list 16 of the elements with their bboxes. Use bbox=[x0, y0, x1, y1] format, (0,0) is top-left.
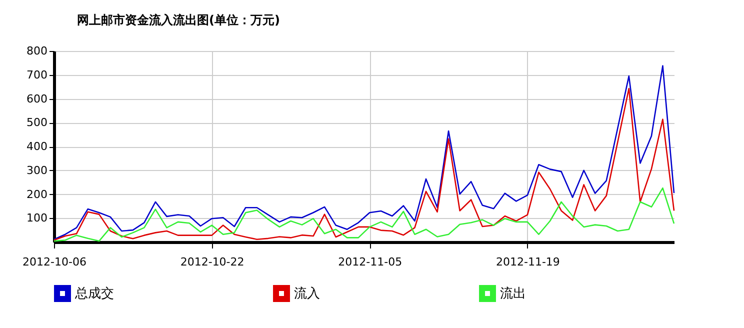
y-tick-label: 800 bbox=[26, 44, 48, 58]
legend-label: 流出 bbox=[500, 286, 526, 302]
x-tick-label: 2012-11-19 bbox=[496, 256, 560, 268]
y-tick-label: 200 bbox=[26, 188, 48, 201]
y-tick-label: 400 bbox=[26, 140, 48, 153]
y-tick-label: 600 bbox=[26, 92, 48, 106]
y-tick-label: 100 bbox=[26, 212, 48, 225]
chart-title: 网上邮市资金流入流出图(单位：万元) bbox=[77, 13, 280, 27]
x-tick-label: 2012-10-06 bbox=[22, 256, 86, 268]
y-tick-label: 700 bbox=[26, 68, 48, 82]
y-tick-label: 300 bbox=[26, 164, 48, 177]
legend-label: 流入 bbox=[294, 286, 320, 302]
y-tick-label: 500 bbox=[26, 116, 48, 130]
legend-label: 总成交 bbox=[74, 286, 114, 302]
x-tick-label: 2012-11-05 bbox=[338, 256, 402, 268]
x-tick-label: 2012-10-22 bbox=[180, 256, 244, 268]
